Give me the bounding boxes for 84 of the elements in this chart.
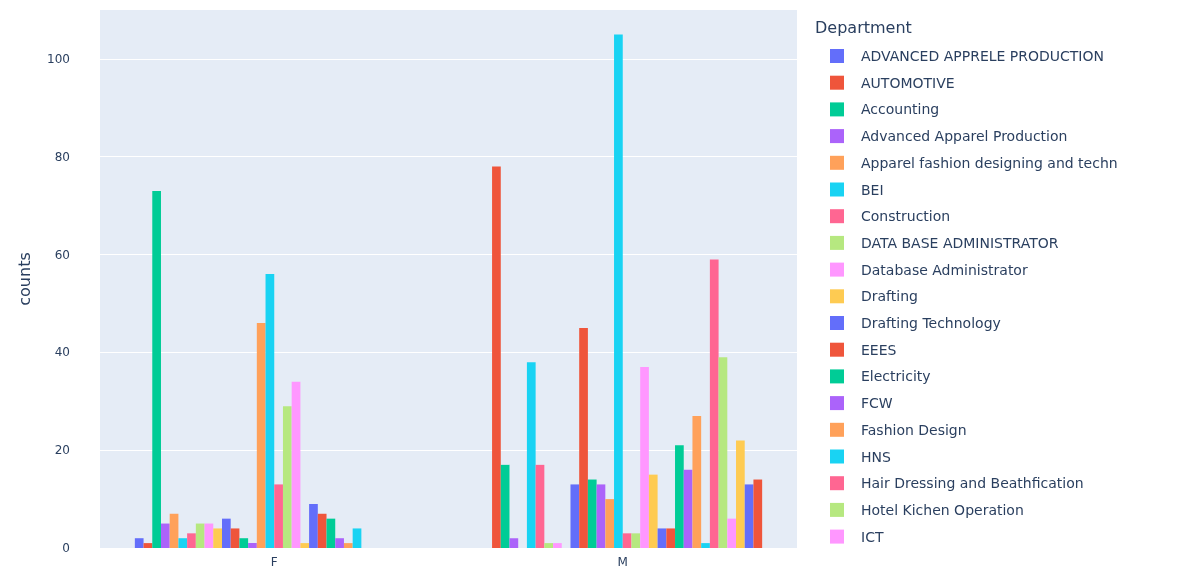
bar (195, 523, 205, 548)
legend-label: AUTOMOTIVE (861, 74, 955, 91)
legend-label: FCW (861, 395, 893, 412)
legend-label: Electricity (861, 368, 931, 385)
bar (282, 406, 292, 548)
bar (221, 518, 231, 548)
y-tick-label: 80 (54, 149, 70, 164)
bar (335, 538, 344, 548)
legend-label: EEES (861, 341, 897, 358)
y-tick-label: 40 (54, 345, 70, 360)
legend-label: Fashion Design (861, 421, 967, 438)
y-tick-label: 20 (54, 443, 70, 458)
bar (727, 518, 737, 548)
bar (152, 190, 161, 548)
bar (587, 479, 597, 548)
bar (143, 543, 153, 548)
legend-label: Hotel Kichen Operation (861, 501, 1024, 518)
bar (187, 533, 196, 548)
bar (256, 323, 266, 548)
legend-title: Department (815, 17, 912, 37)
bar (343, 543, 353, 548)
x-tick-label: M (617, 555, 628, 569)
y-tick-label: 0 (62, 541, 70, 555)
bar (701, 543, 710, 548)
bar (134, 538, 144, 548)
bar (526, 362, 536, 548)
bar (570, 484, 580, 548)
legend-label: ICT (861, 528, 884, 545)
bar (291, 381, 301, 548)
legend-label: Drafting (861, 288, 918, 305)
bar (709, 259, 719, 548)
bar (692, 415, 702, 548)
bar (553, 543, 562, 548)
bar (509, 538, 519, 548)
bar (683, 469, 693, 548)
bar (317, 513, 327, 548)
bar (500, 464, 510, 548)
bar (605, 499, 615, 548)
legend-label: BEI (861, 181, 884, 198)
bar (239, 538, 249, 548)
bar (648, 474, 658, 548)
bar (492, 166, 501, 548)
bar (596, 484, 606, 548)
bar (274, 484, 283, 548)
bar (265, 274, 275, 548)
bar (230, 528, 240, 548)
bar (535, 464, 545, 548)
bar (579, 327, 588, 548)
y-axis-title: counts (14, 252, 34, 306)
bar (160, 523, 170, 548)
bar (614, 34, 623, 548)
bar (666, 528, 676, 548)
x-tick-label: F (270, 555, 278, 569)
legend-label: Database Administrator (861, 261, 1028, 278)
legend-label: HNS (861, 448, 891, 465)
bar (744, 484, 754, 548)
bar (178, 538, 188, 548)
bar (309, 503, 318, 548)
legend-label: Advanced Apparel Production (861, 128, 1068, 145)
legend-label: Drafting Technology (861, 315, 1001, 331)
bar (753, 479, 763, 548)
bar (544, 543, 554, 548)
bar (640, 367, 649, 548)
bar (675, 445, 684, 548)
y-tick-label: 60 (54, 247, 70, 262)
legend-label: Hair Dressing and Beathfication (861, 475, 1084, 492)
y-tick-label: 100 (47, 51, 70, 66)
bar (352, 528, 362, 548)
bar (657, 528, 667, 548)
bar (736, 440, 745, 548)
bar (213, 528, 222, 548)
bar (326, 518, 336, 548)
legend-label: Apparel fashion designing and techn (861, 154, 1118, 171)
bar (631, 533, 641, 548)
bar (622, 533, 632, 548)
legend-label: ADVANCED APPRELE PRODUCTION (861, 48, 1104, 64)
legend-label: Accounting (861, 101, 940, 118)
legend-label: DATA BASE ADMINISTRATOR (861, 234, 1059, 251)
bar (718, 357, 728, 548)
legend-label: Construction (861, 208, 951, 225)
bar (300, 543, 310, 548)
bar (204, 523, 214, 548)
bar (248, 543, 257, 548)
bar (169, 513, 179, 548)
